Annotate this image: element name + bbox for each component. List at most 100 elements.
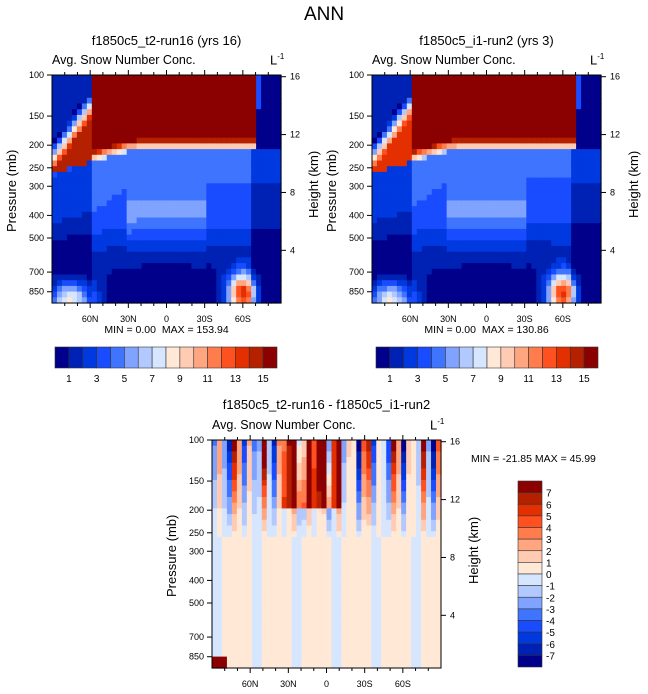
field-cell [221, 565, 228, 572]
field-cell [181, 97, 188, 105]
field-cell [356, 440, 362, 447]
field-cell [251, 502, 258, 509]
field-cell [586, 274, 592, 281]
field-cell [246, 257, 252, 264]
field-cell [566, 132, 572, 139]
field-cell [521, 228, 527, 236]
field-cell [236, 554, 243, 561]
field-cell [391, 189, 398, 196]
field-cell [506, 114, 512, 122]
field-cell [306, 662, 313, 669]
field-cell [226, 645, 233, 652]
field-cell [286, 582, 293, 589]
field-cell [496, 120, 503, 127]
field-cell [86, 149, 93, 156]
field-cell [61, 183, 68, 190]
field-cell [536, 109, 542, 116]
field-cell [231, 194, 237, 201]
field-cell [456, 120, 463, 127]
field-cell [446, 126, 453, 133]
field-cell [256, 171, 262, 179]
field-cell [571, 92, 577, 99]
field-cell [136, 154, 143, 162]
field-cell [121, 194, 128, 201]
field-cell [586, 132, 592, 139]
field-cell [146, 103, 153, 110]
field-cell [381, 109, 388, 116]
field-cell [451, 251, 458, 258]
field-cell [191, 160, 197, 167]
field-cell [66, 251, 73, 258]
field-cell [391, 217, 398, 224]
field-cell [541, 183, 547, 190]
field-cell [386, 103, 393, 110]
field-cell [126, 171, 133, 179]
field-cell [211, 234, 217, 241]
field-cell [506, 257, 512, 264]
field-cell [276, 211, 282, 219]
field-cell [446, 132, 453, 139]
field-cell [326, 650, 333, 658]
field-cell [211, 80, 217, 87]
field-cell [226, 491, 233, 498]
field-cell [146, 206, 153, 213]
field-cell [196, 257, 202, 264]
field-cell [581, 126, 587, 133]
ytick-label: 700 [29, 267, 44, 277]
field-cell [281, 445, 288, 452]
field-cell [356, 445, 362, 452]
field-cell [401, 263, 408, 270]
field-cell [481, 109, 488, 116]
field-cell [136, 114, 143, 122]
field-cell [111, 234, 118, 241]
field-cell [316, 639, 323, 646]
field-cell [171, 109, 178, 116]
field-cell [331, 662, 338, 669]
field-cell [251, 457, 258, 464]
field-cell [266, 234, 272, 241]
field-cell [486, 234, 493, 241]
field-cell [281, 554, 288, 561]
field-cell [301, 508, 308, 515]
field-cell [176, 268, 183, 276]
field-cell [201, 114, 207, 122]
field-cell [506, 274, 512, 281]
field-cell [561, 297, 567, 304]
field-cell [246, 171, 252, 179]
field-cell [266, 194, 272, 201]
field-cell [66, 86, 73, 93]
field-cell [501, 86, 508, 93]
field-cell [151, 189, 158, 196]
field-cell [196, 280, 202, 287]
field-cell [341, 491, 348, 498]
field-cell [496, 285, 503, 293]
field-cell [451, 137, 458, 144]
field-cell [541, 103, 547, 110]
field-cell [141, 126, 148, 133]
field-cell [581, 251, 587, 258]
field-cell [431, 274, 438, 281]
field-cell [261, 217, 267, 224]
field-cell [426, 223, 433, 230]
field-cell [411, 228, 418, 236]
field-cell [486, 103, 493, 110]
field-cell [256, 132, 262, 139]
field-cell [256, 468, 263, 475]
field-cell [316, 582, 323, 589]
field-cell [301, 542, 308, 549]
field-cell [576, 223, 582, 230]
field-cell [161, 200, 168, 207]
field-cell [136, 166, 143, 173]
field-cell [52, 166, 58, 173]
field-cell [256, 497, 263, 504]
field-cell [351, 650, 357, 658]
field-cell [236, 285, 242, 293]
field-cell [206, 246, 212, 253]
field-cell [331, 440, 338, 447]
field-cell [212, 633, 218, 641]
field-cell [181, 234, 188, 241]
field-cell [126, 149, 133, 156]
field-cell [101, 297, 108, 304]
field-cell [211, 268, 217, 276]
field-cell [151, 211, 158, 219]
